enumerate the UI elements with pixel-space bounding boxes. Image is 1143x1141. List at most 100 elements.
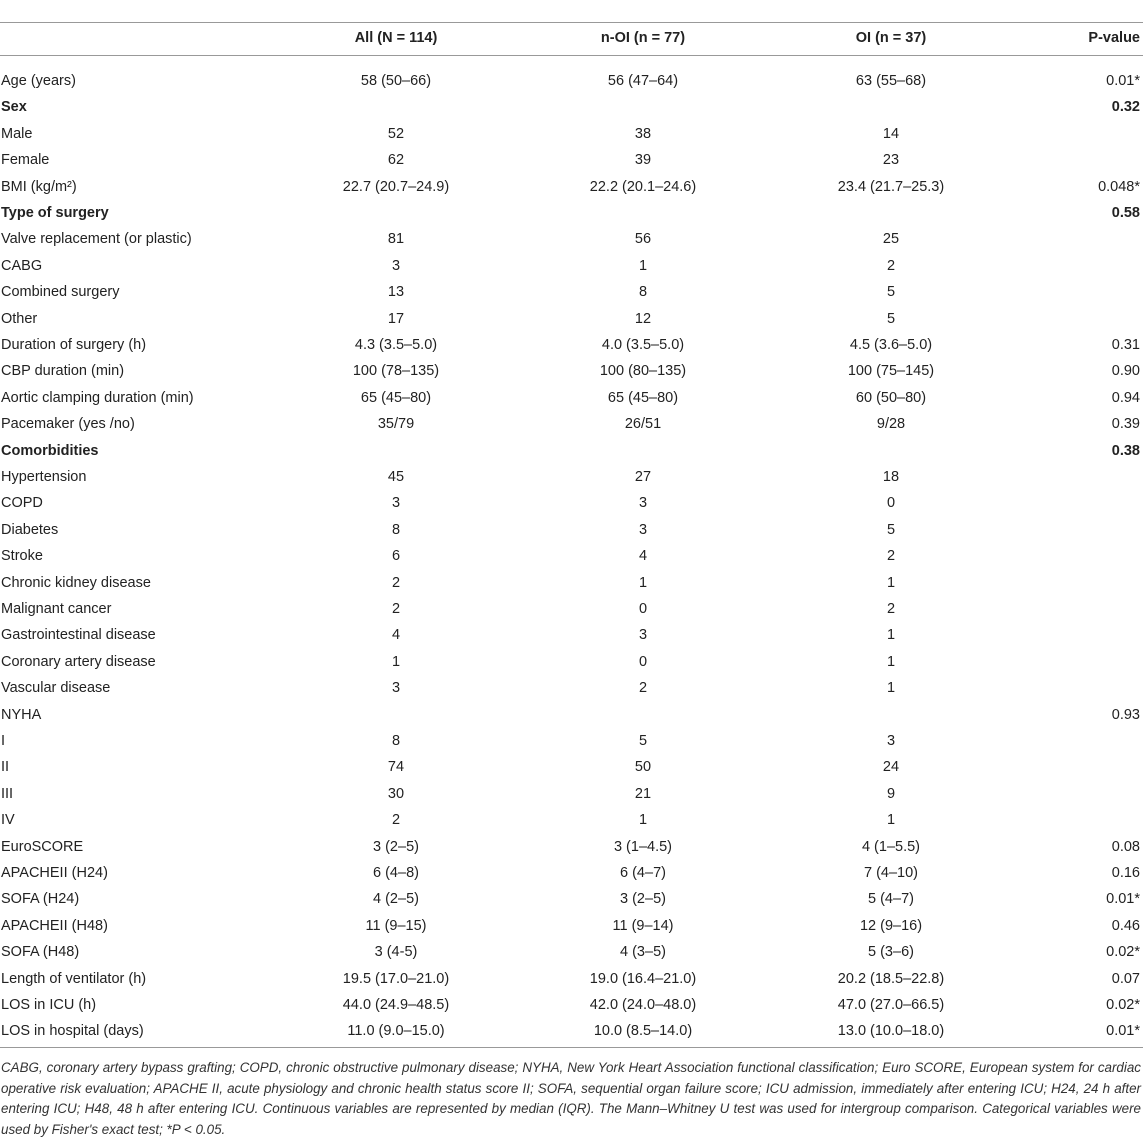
row-label: NYHA [1,706,42,723]
bottom-rule [0,1047,1143,1048]
table-cell: 5 (4–7) [868,891,914,908]
table-cell: 27 [634,469,652,485]
table-cell: 0.08 [1111,838,1140,855]
table-cell: 3 [638,521,648,538]
table-cell: 52 [387,125,405,142]
table-cell: 6 (4–7) [620,865,666,881]
row-label: LOS in hospital (days) [1,1023,144,1040]
table-cell: 2 [886,548,896,565]
table-cell: 2 [391,601,401,617]
table-cell: 4 [638,548,648,565]
table-cell: 2 [391,812,401,829]
row-label: Hypertension [1,469,87,485]
row-label: Coronary artery disease [1,653,156,670]
table-cell: 21 [634,785,652,802]
table-cell: 35/79 [377,416,415,433]
table-cell: 18 [882,469,900,485]
table-cell: 50 [634,759,652,776]
table-cell: 25 [882,231,900,248]
row-label: Combined surgery [1,284,120,301]
row-label: Gastrointestinal disease [1,627,156,644]
row-label: Valve replacement (or plastic) [1,231,192,248]
table-cell: 13 [387,284,405,301]
table-cell: 5 [886,310,896,327]
table-cell: 0.01* [1106,1023,1140,1040]
table-cell: 1 [886,680,896,697]
table-cell: 4 (3–5) [620,944,666,961]
table-cell: 60 (50–80) [855,389,927,406]
row-label: Female [1,152,50,169]
table-cell: 17 [387,310,405,327]
table-cell: 23.4 (21.7–25.3) [837,178,945,195]
header-cell: P-value [1088,30,1140,46]
table-cell: 81 [387,231,405,248]
top-rule [0,22,1143,23]
table-cell: 19.0 (16.4–21.0) [589,970,697,987]
table-cell: 0.01* [1106,891,1140,908]
table-cell: 8 [638,284,648,301]
row-label: Age (years) [1,73,76,89]
table-cell: 2 [886,601,896,617]
row-label: Type of surgery [1,205,109,221]
table-cell: 74 [387,759,405,776]
table-cell: 65 (45–80) [360,389,432,406]
table-cell: 3 [391,257,401,274]
table-cell: 47.0 (27.0–66.5) [837,997,945,1013]
table-cell: 22.7 (20.7–24.9) [342,178,450,195]
row-label: BMI (kg/m²) [1,178,77,195]
table-cell: 1 [638,257,648,274]
table-cell: 0.31 [1111,337,1140,353]
table-cell: 4.5 (3.6–5.0) [849,337,933,353]
table-cell: 1 [886,574,896,591]
table-cell: 4.3 (3.5–5.0) [354,337,438,353]
table-cell: 62 [387,152,405,169]
table-cell: 3 [391,680,401,697]
table-cell: 4.0 (3.5–5.0) [601,337,685,353]
table-cell: 45 [387,469,405,485]
row-label: Length of ventilator (h) [1,970,147,987]
table-cell: 1 [886,627,896,644]
table-cell: 100 (75–145) [847,363,935,380]
table-cell: 11 (9–14) [612,917,674,934]
table-cell: 38 [634,125,652,142]
row-label: EuroSCORE [1,838,84,855]
row-label: II [1,759,10,776]
row-label: III [1,785,14,802]
table-cell: 8 [391,733,401,749]
table-cell: 3 (2–5) [373,838,419,855]
row-label: CABG [1,257,43,274]
table-cell: 42.0 (24.0–48.0) [589,997,697,1013]
table-cell: 5 [886,284,896,301]
table-cell: 0 [638,601,648,617]
table-cell: 44.0 (24.9–48.5) [342,997,450,1013]
table-cell: 0.39 [1111,416,1140,433]
row-label: Pacemaker (yes /no) [1,416,135,433]
table-cell: 5 [638,733,648,749]
row-label: CBP duration (min) [1,363,125,380]
table-cell: 100 (78–135) [352,363,440,380]
table-cell: 19.5 (17.0–21.0) [342,970,450,987]
table-cell: 56 [634,231,652,248]
table-cell: 22.2 (20.1–24.6) [589,178,697,195]
row-label: Duration of surgery (h) [1,337,147,353]
table-cell: 3 [638,627,648,644]
table-cell: 9/28 [876,416,906,433]
row-label: Diabetes [1,521,59,538]
row-label: Other [1,310,38,327]
row-label: Malignant cancer [1,601,112,617]
table-cell: 6 (4–8) [373,865,419,881]
table-cell: 14 [882,125,900,142]
row-label: APACHEII (H24) [1,865,108,881]
table-cell: 4 (2–5) [373,891,419,908]
table-cell: 3 [391,495,401,512]
header-cell: All (N = 114) [354,30,438,46]
row-label: IV [1,812,15,829]
table-cell: 0 [886,495,896,512]
table-cell: 12 (9–16) [859,917,923,934]
row-label: Chronic kidney disease [1,574,151,591]
row-label: Vascular disease [1,680,111,697]
table-cell: 56 (47–64) [607,73,679,89]
table-cell: 63 (55–68) [855,73,927,89]
table-cell: 10.0 (8.5–14.0) [593,1023,693,1040]
